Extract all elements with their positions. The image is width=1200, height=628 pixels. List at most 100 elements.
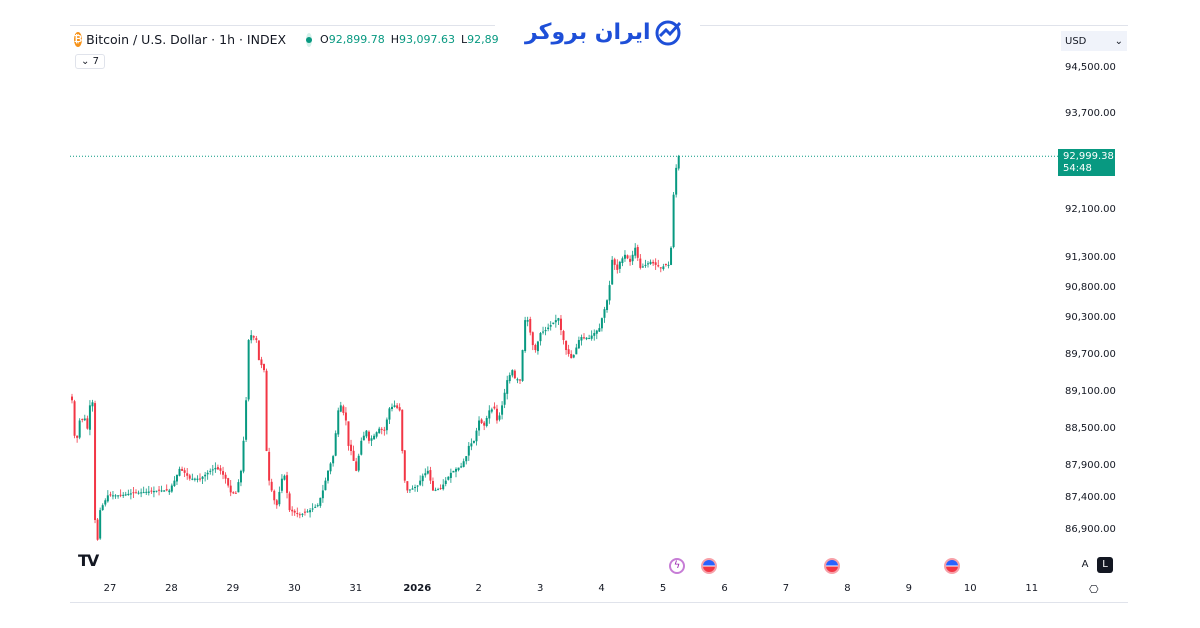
candle-body: [311, 508, 314, 510]
candle-body: [421, 475, 424, 482]
candle-body: [675, 167, 678, 195]
candle: [222, 466, 225, 480]
candle: [291, 506, 294, 516]
candle-body: [188, 475, 191, 479]
candle-body: [388, 408, 391, 420]
price-tick: 89,100.00: [1065, 386, 1116, 397]
candle: [155, 490, 158, 493]
candle: [595, 329, 598, 340]
candle-body: [424, 473, 427, 476]
candle-body: [524, 320, 527, 352]
candle: [86, 415, 89, 430]
candle-body: [439, 487, 442, 489]
price-tick: 91,300.00: [1065, 252, 1116, 263]
us-flag-icon[interactable]: [944, 558, 960, 574]
candle-body: [280, 478, 283, 491]
time-tick: 4: [598, 583, 605, 594]
candle-body: [506, 380, 509, 394]
candle: [298, 512, 301, 519]
candle-body: [549, 325, 552, 327]
candle: [265, 368, 268, 452]
candle-body: [488, 410, 491, 419]
candle-body: [209, 470, 212, 472]
price-tick: 89,700.00: [1065, 349, 1116, 360]
candle-body: [396, 405, 399, 408]
candle: [152, 486, 155, 498]
candle: [478, 416, 481, 436]
log-scale-button[interactable]: L: [1097, 557, 1113, 573]
candle: [616, 259, 619, 274]
candle: [577, 336, 580, 349]
candle: [199, 473, 201, 482]
candle-body: [613, 259, 616, 265]
candle-body: [547, 327, 550, 330]
candle-body: [250, 335, 253, 341]
candle-body: [408, 489, 411, 491]
candle: [314, 504, 317, 509]
candle-body: [119, 494, 122, 496]
candle: [485, 415, 488, 428]
price-tick: 90,800.00: [1065, 282, 1116, 293]
candle-body: [375, 432, 378, 437]
candle: [429, 466, 432, 484]
logo-text: ایران بروکر: [525, 19, 651, 45]
candle: [109, 491, 112, 497]
candle-body: [493, 406, 496, 409]
symbol-title[interactable]: Bitcoin / U.S. Dollar · 1h · INDEX: [86, 32, 287, 47]
candle-body: [127, 493, 130, 496]
candle: [296, 507, 299, 518]
candle-body: [373, 435, 376, 440]
candle: [460, 462, 463, 469]
candle-body: [293, 510, 296, 513]
candle-body: [565, 340, 568, 351]
candle-body: [73, 401, 76, 436]
candle-body: [137, 492, 140, 494]
candle: [419, 475, 422, 487]
settings-icon[interactable]: ⎔: [1089, 583, 1099, 596]
us-flag-icon[interactable]: [701, 558, 717, 574]
candle: [245, 396, 248, 443]
candle-body: [147, 491, 150, 493]
candle: [252, 335, 255, 341]
candle-body: [206, 472, 209, 475]
candle: [647, 261, 649, 268]
candle-body: [501, 405, 504, 415]
candle: [598, 323, 601, 332]
tradingview-logo[interactable]: TV: [78, 551, 99, 570]
candle: [611, 256, 614, 285]
indicators-toggle-button[interactable]: ⌄ 7: [75, 54, 105, 69]
candle: [583, 333, 585, 340]
candle: [606, 299, 609, 313]
candle-body: [173, 480, 176, 487]
candle: [306, 509, 309, 513]
us-flag-icon[interactable]: [824, 558, 840, 574]
candle: [81, 418, 84, 423]
candle-body: [201, 476, 204, 479]
candle: [677, 154, 680, 171]
candle-body: [460, 466, 463, 468]
candle: [117, 495, 120, 499]
candle-body: [552, 322, 555, 324]
candle: [327, 469, 329, 484]
currency-select[interactable]: USD ⌄: [1061, 31, 1127, 51]
candle: [122, 492, 125, 499]
candle-body: [347, 421, 350, 446]
candle: [71, 393, 73, 404]
candle: [352, 445, 355, 462]
lightning-icon[interactable]: ϟ: [669, 558, 685, 574]
candle: [455, 467, 457, 478]
candle-body: [437, 489, 440, 491]
candle-body: [124, 494, 127, 496]
candle-body: [232, 492, 235, 494]
candle-body: [132, 492, 135, 494]
candle-body: [403, 450, 406, 481]
candle: [652, 259, 655, 266]
candle-body: [583, 337, 585, 339]
auto-scale-button[interactable]: A: [1081, 559, 1089, 570]
candle: [488, 405, 491, 424]
candle: [319, 497, 322, 508]
time-tick: 31: [349, 583, 363, 594]
candle-body: [158, 489, 161, 491]
last-price-label: 92,999.38 54:48: [1058, 149, 1115, 176]
